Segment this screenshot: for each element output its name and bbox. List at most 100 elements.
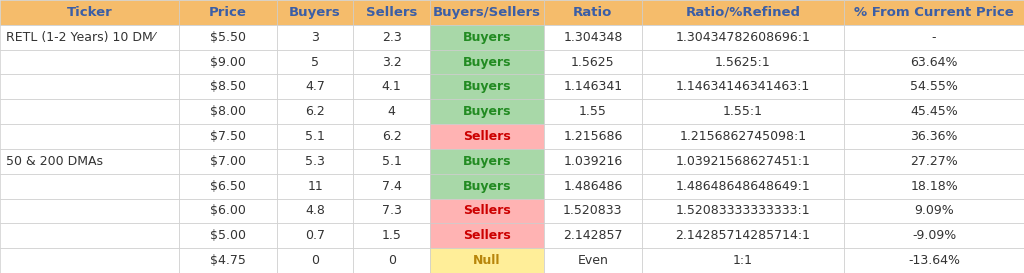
- Text: $8.50: $8.50: [210, 80, 246, 93]
- Text: 1.146341: 1.146341: [563, 80, 623, 93]
- Text: 3: 3: [311, 31, 319, 44]
- Text: $6.50: $6.50: [210, 180, 246, 193]
- Bar: [0, 198, 179, 223]
- Bar: [642, 223, 844, 248]
- Bar: [642, 198, 844, 223]
- Text: 9.09%: 9.09%: [914, 204, 954, 218]
- Text: $9.00: $9.00: [210, 55, 246, 69]
- Text: 7.3: 7.3: [382, 204, 401, 218]
- Text: Ratio: Ratio: [573, 6, 612, 19]
- Text: Null: Null: [473, 254, 501, 267]
- Bar: [544, 198, 642, 223]
- Text: $6.00: $6.00: [210, 204, 246, 218]
- Bar: [430, 25, 544, 50]
- Bar: [353, 124, 430, 149]
- Text: 1.215686: 1.215686: [563, 130, 623, 143]
- Text: $5.00: $5.00: [210, 229, 246, 242]
- Text: 0.7: 0.7: [305, 229, 325, 242]
- Bar: [353, 149, 430, 174]
- Text: 1.03921568627451:1: 1.03921568627451:1: [676, 155, 810, 168]
- Text: 2.14285714285714:1: 2.14285714285714:1: [676, 229, 810, 242]
- Bar: [179, 248, 276, 273]
- Text: 1.486486: 1.486486: [563, 180, 623, 193]
- Text: -9.09%: -9.09%: [912, 229, 956, 242]
- Bar: [430, 0, 544, 25]
- Bar: [844, 50, 1024, 75]
- Text: Buyers: Buyers: [463, 155, 511, 168]
- Text: 1.039216: 1.039216: [563, 155, 623, 168]
- Text: 1.2156862745098:1: 1.2156862745098:1: [679, 130, 807, 143]
- Bar: [844, 99, 1024, 124]
- Text: 1.304348: 1.304348: [563, 31, 623, 44]
- Text: 4.7: 4.7: [305, 80, 325, 93]
- Bar: [544, 124, 642, 149]
- Bar: [0, 99, 179, 124]
- Bar: [844, 124, 1024, 149]
- Text: 1.30434782608696:1: 1.30434782608696:1: [676, 31, 810, 44]
- Bar: [276, 174, 353, 198]
- Text: 1.5625: 1.5625: [571, 55, 614, 69]
- Text: Sellers: Sellers: [463, 204, 511, 218]
- Text: -13.64%: -13.64%: [908, 254, 961, 267]
- Text: 1.52083333333333:1: 1.52083333333333:1: [676, 204, 810, 218]
- Text: $7.50: $7.50: [210, 130, 246, 143]
- Text: 4: 4: [388, 105, 395, 118]
- Bar: [430, 99, 544, 124]
- Text: $5.50: $5.50: [210, 31, 246, 44]
- Text: 7.4: 7.4: [382, 180, 401, 193]
- Text: Ratio/%Refined: Ratio/%Refined: [685, 6, 801, 19]
- Text: 45.45%: 45.45%: [910, 105, 957, 118]
- Bar: [353, 50, 430, 75]
- Bar: [353, 223, 430, 248]
- Bar: [179, 149, 276, 174]
- Bar: [0, 149, 179, 174]
- Bar: [430, 198, 544, 223]
- Bar: [179, 0, 276, 25]
- Text: -: -: [932, 31, 936, 44]
- Text: 11: 11: [307, 180, 323, 193]
- Bar: [179, 75, 276, 99]
- Bar: [276, 248, 353, 273]
- Bar: [179, 25, 276, 50]
- Text: $8.00: $8.00: [210, 105, 246, 118]
- Bar: [276, 75, 353, 99]
- Text: 1.48648648648649:1: 1.48648648648649:1: [676, 180, 810, 193]
- Text: 27.27%: 27.27%: [910, 155, 957, 168]
- Bar: [642, 174, 844, 198]
- Text: Ticker: Ticker: [67, 6, 113, 19]
- Bar: [276, 198, 353, 223]
- Bar: [844, 223, 1024, 248]
- Text: 5: 5: [311, 55, 319, 69]
- Bar: [642, 50, 844, 75]
- Text: Price: Price: [209, 6, 247, 19]
- Text: 1.520833: 1.520833: [563, 204, 623, 218]
- Text: 63.64%: 63.64%: [910, 55, 957, 69]
- Text: Buyers: Buyers: [463, 180, 511, 193]
- Bar: [642, 99, 844, 124]
- Text: 1:1: 1:1: [733, 254, 753, 267]
- Bar: [544, 75, 642, 99]
- Text: 1.55:1: 1.55:1: [723, 105, 763, 118]
- Bar: [844, 198, 1024, 223]
- Bar: [179, 223, 276, 248]
- Bar: [0, 124, 179, 149]
- Bar: [353, 99, 430, 124]
- Bar: [544, 99, 642, 124]
- Bar: [430, 124, 544, 149]
- Text: 18.18%: 18.18%: [910, 180, 957, 193]
- Bar: [276, 0, 353, 25]
- Bar: [642, 149, 844, 174]
- Bar: [642, 0, 844, 25]
- Text: 4.8: 4.8: [305, 204, 325, 218]
- Bar: [430, 223, 544, 248]
- Bar: [544, 149, 642, 174]
- Bar: [430, 174, 544, 198]
- Text: Sellers: Sellers: [463, 229, 511, 242]
- Text: 50 & 200 DMAs: 50 & 200 DMAs: [6, 155, 103, 168]
- Text: 54.55%: 54.55%: [910, 80, 958, 93]
- Bar: [0, 75, 179, 99]
- Bar: [276, 50, 353, 75]
- Text: Even: Even: [578, 254, 608, 267]
- Bar: [844, 0, 1024, 25]
- Bar: [844, 25, 1024, 50]
